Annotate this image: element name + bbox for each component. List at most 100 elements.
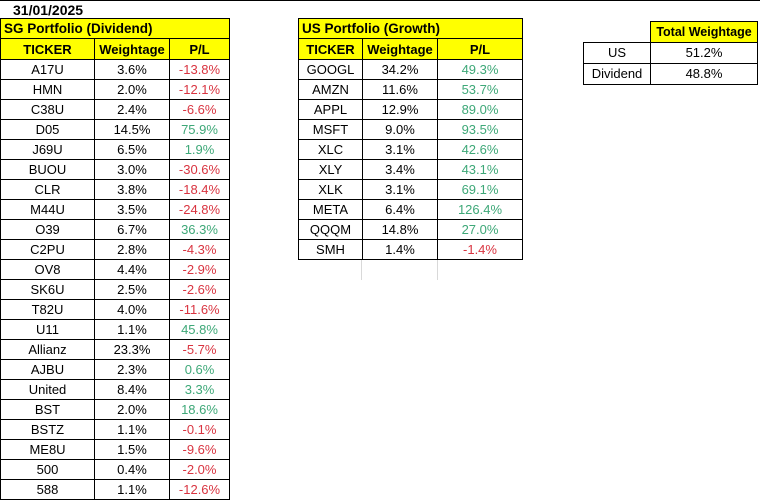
cell[interactable]: 2.0%: [94, 399, 170, 420]
cell[interactable]: SMH: [298, 239, 363, 260]
cell[interactable]: 500: [0, 459, 95, 480]
cell[interactable]: ME8U: [0, 439, 95, 460]
cell[interactable]: 27.0%: [437, 219, 523, 240]
cell[interactable]: -5.7%: [168, 339, 231, 360]
cell[interactable]: O39: [0, 219, 95, 240]
cell[interactable]: C2PU: [0, 239, 95, 260]
cell[interactable]: -6.6%: [168, 99, 231, 120]
cell[interactable]: BSTZ: [0, 419, 95, 440]
cell[interactable]: QQQM: [298, 219, 363, 240]
cell[interactable]: 1.1%: [94, 419, 170, 440]
cell[interactable]: 75.9%: [168, 119, 231, 140]
cell[interactable]: APPL: [298, 99, 363, 120]
cell[interactable]: 3.5%: [94, 199, 170, 220]
date-cell[interactable]: 31/01/2025: [13, 2, 84, 18]
column-header-pl[interactable]: P/L: [437, 38, 523, 60]
cell[interactable]: 2.4%: [94, 99, 170, 120]
cell[interactable]: 6.4%: [362, 199, 438, 220]
cell[interactable]: -12.1%: [168, 79, 231, 100]
cell[interactable]: 3.8%: [94, 179, 170, 200]
cell[interactable]: 48.8%: [650, 62, 758, 85]
cell[interactable]: 3.3%: [168, 379, 231, 400]
cell[interactable]: 2.3%: [94, 359, 170, 380]
cell[interactable]: D05: [0, 119, 95, 140]
cell[interactable]: BST: [0, 399, 95, 420]
cell[interactable]: 42.6%: [437, 139, 523, 160]
cell[interactable]: AMZN: [298, 79, 363, 100]
cell[interactable]: 69.1%: [437, 179, 523, 200]
cell[interactable]: 9.0%: [362, 119, 438, 140]
cell[interactable]: 1.4%: [362, 239, 438, 260]
cell[interactable]: 126.4%: [437, 199, 523, 220]
cell[interactable]: 588: [0, 479, 95, 500]
cell[interactable]: XLK: [298, 179, 363, 200]
cell[interactable]: US: [583, 41, 651, 64]
cell[interactable]: -18.4%: [168, 179, 231, 200]
us-portfolio-title[interactable]: US Portfolio (Growth): [298, 18, 523, 39]
cell[interactable]: SK6U: [0, 279, 95, 300]
cell[interactable]: 6.5%: [94, 139, 170, 160]
cell[interactable]: GOOGL: [298, 59, 363, 80]
sg-portfolio-title[interactable]: SG Portfolio (Dividend): [0, 18, 231, 39]
cell[interactable]: C38U: [0, 99, 95, 120]
cell[interactable]: -11.6%: [168, 299, 231, 320]
total-weightage-title[interactable]: Total Weightage: [650, 21, 758, 43]
cell[interactable]: 2.5%: [94, 279, 170, 300]
cell[interactable]: OV8: [0, 259, 95, 280]
column-header-ticker[interactable]: TICKER: [0, 38, 95, 60]
cell[interactable]: 8.4%: [94, 379, 170, 400]
cell[interactable]: 3.1%: [362, 139, 438, 160]
cell[interactable]: 1.1%: [94, 319, 170, 340]
cell[interactable]: 36.3%: [168, 219, 231, 240]
cell[interactable]: 14.8%: [362, 219, 438, 240]
cell[interactable]: 3.4%: [362, 159, 438, 180]
cell[interactable]: 51.2%: [650, 41, 758, 64]
column-header-weightage[interactable]: Weightage: [362, 38, 438, 60]
cell[interactable]: HMN: [0, 79, 95, 100]
cell[interactable]: -12.6%: [168, 479, 231, 500]
cell[interactable]: 0.6%: [168, 359, 231, 380]
cell[interactable]: 4.4%: [94, 259, 170, 280]
cell[interactable]: 93.5%: [437, 119, 523, 140]
cell[interactable]: 6.7%: [94, 219, 170, 240]
cell[interactable]: U11: [0, 319, 95, 340]
cell[interactable]: -1.4%: [437, 239, 523, 260]
cell[interactable]: -2.0%: [168, 459, 231, 480]
cell[interactable]: 18.6%: [168, 399, 231, 420]
cell[interactable]: 1.5%: [94, 439, 170, 460]
cell[interactable]: MSFT: [298, 119, 363, 140]
cell[interactable]: -30.6%: [168, 159, 231, 180]
cell[interactable]: AJBU: [0, 359, 95, 380]
cell[interactable]: T82U: [0, 299, 95, 320]
cell[interactable]: META: [298, 199, 363, 220]
cell[interactable]: 43.1%: [437, 159, 523, 180]
cell[interactable]: -24.8%: [168, 199, 231, 220]
cell[interactable]: 12.9%: [362, 99, 438, 120]
cell[interactable]: Allianz: [0, 339, 95, 360]
cell[interactable]: -2.9%: [168, 259, 231, 280]
cell[interactable]: XLY: [298, 159, 363, 180]
cell[interactable]: United: [0, 379, 95, 400]
cell[interactable]: J69U: [0, 139, 95, 160]
cell[interactable]: 1.1%: [94, 479, 170, 500]
cell[interactable]: 2.8%: [94, 239, 170, 260]
cell[interactable]: 11.6%: [362, 79, 438, 100]
cell[interactable]: 89.0%: [437, 99, 523, 120]
column-header-weightage[interactable]: Weightage: [94, 38, 170, 60]
cell[interactable]: Dividend: [583, 62, 651, 85]
cell[interactable]: 3.0%: [94, 159, 170, 180]
cell[interactable]: 3.6%: [94, 59, 170, 80]
column-header-pl[interactable]: P/L: [168, 38, 231, 60]
cell[interactable]: -9.6%: [168, 439, 231, 460]
cell[interactable]: -2.6%: [168, 279, 231, 300]
cell[interactable]: 53.7%: [437, 79, 523, 100]
cell[interactable]: 3.1%: [362, 179, 438, 200]
cell[interactable]: -4.3%: [168, 239, 231, 260]
cell[interactable]: M44U: [0, 199, 95, 220]
cell[interactable]: XLC: [298, 139, 363, 160]
cell[interactable]: 49.3%: [437, 59, 523, 80]
cell[interactable]: 23.3%: [94, 339, 170, 360]
cell[interactable]: 14.5%: [94, 119, 170, 140]
cell[interactable]: 1.9%: [168, 139, 231, 160]
cell[interactable]: A17U: [0, 59, 95, 80]
